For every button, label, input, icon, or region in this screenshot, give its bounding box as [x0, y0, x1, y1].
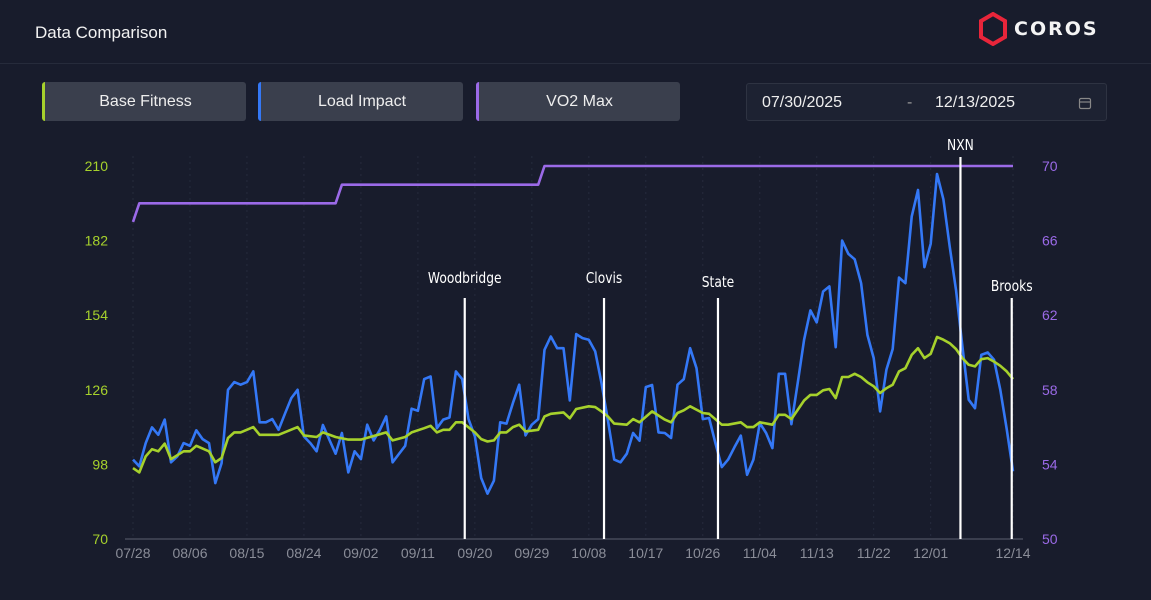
header: Data Comparison COROS: [0, 0, 1151, 64]
annotation-label: Woodbridge: [428, 270, 502, 287]
x-tick-label: 09/29: [514, 545, 549, 561]
y-left-tick-label: 70: [92, 531, 108, 547]
annotation-label: Clovis: [586, 270, 623, 287]
y-left-tick-label: 98: [92, 456, 108, 472]
y-right-tick-label: 66: [1042, 233, 1058, 249]
annotation-label: State: [702, 274, 735, 291]
x-tick-label: 09/20: [457, 545, 492, 561]
x-tick-label: 08/15: [229, 545, 264, 561]
x-tick-label: 10/26: [685, 545, 720, 561]
start-date[interactable]: 07/30/2025: [762, 94, 843, 111]
y-left-tick-label: 154: [85, 307, 109, 323]
legend-label: Base Fitness: [99, 92, 192, 110]
legend-base-fitness-button[interactable]: Base Fitness: [42, 82, 246, 121]
x-tick-label: 10/08: [571, 545, 606, 561]
x-tick-label: 11/04: [743, 545, 777, 561]
legend-load-impact-button[interactable]: Load Impact: [258, 82, 463, 121]
annotation-label: NXN: [947, 137, 974, 154]
legend-label: Load Impact: [317, 92, 407, 110]
series-line-base-fitness: [132, 335, 1015, 474]
annotation-label: Brooks: [991, 278, 1033, 295]
brand-name: COROS: [1014, 18, 1099, 40]
x-tick-label: 11/13: [800, 545, 834, 561]
x-tick-label: 09/02: [343, 545, 378, 561]
series-line-load-impact: [132, 172, 1015, 495]
x-tick-label: 12/01: [913, 545, 948, 561]
x-tick-label: 10/17: [628, 545, 663, 561]
date-separator: -: [907, 94, 913, 111]
legend-vo2-max-button[interactable]: VO2 Max: [476, 82, 680, 121]
calendar-icon[interactable]: [1078, 96, 1092, 110]
x-tick-label: 12/14: [995, 545, 1030, 561]
legend-label: VO2 Max: [546, 92, 613, 110]
y-right-tick-label: 50: [1042, 531, 1058, 547]
y-right-tick-label: 58: [1042, 382, 1058, 398]
y-right-tick-label: 70: [1042, 158, 1058, 174]
end-date[interactable]: 12/13/2025: [935, 94, 1016, 111]
x-tick-label: 11/22: [857, 545, 891, 561]
series-line-vo2-max: [131, 164, 1013, 223]
y-left-tick-label: 210: [85, 158, 109, 174]
x-tick-label: 09/11: [401, 545, 435, 561]
coros-logo: COROS: [978, 12, 1099, 46]
x-tick-label: 07/28: [115, 545, 150, 561]
x-tick-label: 08/24: [286, 545, 321, 561]
y-left-tick-label: 182: [85, 233, 109, 249]
x-tick-label: 08/06: [172, 545, 207, 561]
coros-logo-icon: [979, 12, 1007, 46]
date-range-picker[interactable]: 07/30/2025 - 12/13/2025: [746, 83, 1107, 121]
y-right-tick-label: 54: [1042, 456, 1058, 472]
y-left-tick-label: 126: [85, 382, 109, 398]
page-title: Data Comparison: [35, 23, 168, 42]
y-right-tick-label: 62: [1042, 307, 1058, 323]
